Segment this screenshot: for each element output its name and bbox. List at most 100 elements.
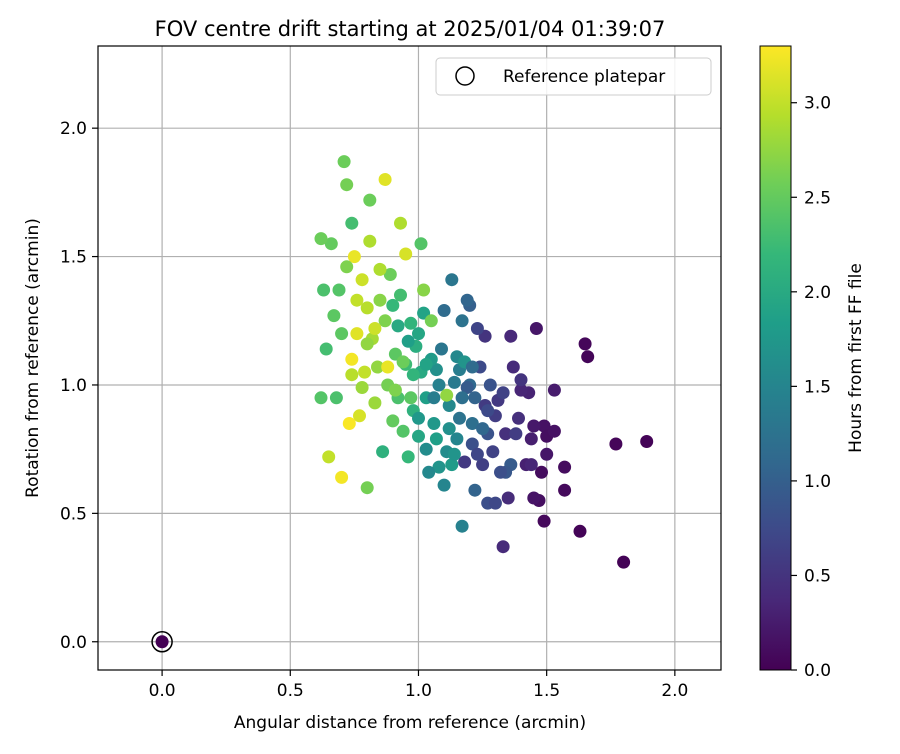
data-point xyxy=(345,352,359,366)
data-point xyxy=(447,447,461,461)
data-point xyxy=(529,322,543,335)
data-point xyxy=(573,524,587,538)
data-point xyxy=(406,368,420,382)
data-point xyxy=(340,178,354,192)
data-point xyxy=(609,437,623,451)
data-point xyxy=(524,432,538,446)
data-point xyxy=(355,381,369,394)
data-point xyxy=(394,288,407,302)
colorbar-tick-label: 1.0 xyxy=(804,472,831,492)
x-tick-label: 2.0 xyxy=(661,681,688,701)
data-point xyxy=(404,391,418,405)
y-axis-label: Rotation from reference (arcmin) xyxy=(23,218,43,498)
data-point xyxy=(412,327,425,341)
data-point xyxy=(460,381,474,394)
data-point xyxy=(340,260,354,274)
colorbar-tick-label: 2.0 xyxy=(804,283,831,303)
data-point xyxy=(412,411,425,425)
y-tick-label: 2.0 xyxy=(60,119,87,139)
data-point xyxy=(324,237,338,251)
x-tick-label: 0.0 xyxy=(149,681,176,701)
legend-box xyxy=(435,57,712,96)
data-point xyxy=(317,283,331,297)
data-point xyxy=(355,273,369,287)
data-point xyxy=(396,355,410,369)
data-point xyxy=(319,342,333,356)
x-tick-label: 0.5 xyxy=(277,681,304,701)
data-point xyxy=(470,447,484,461)
data-point xyxy=(350,327,364,341)
data-point xyxy=(514,383,528,397)
legend: Reference platepar xyxy=(435,57,712,96)
data-point xyxy=(360,337,374,351)
data-point xyxy=(358,365,372,379)
data-point xyxy=(345,368,359,382)
data-point xyxy=(476,422,490,436)
data-point xyxy=(445,458,459,472)
data-point xyxy=(378,314,392,328)
data-point xyxy=(581,350,595,364)
data-point xyxy=(314,232,328,246)
x-tick-label: 1.5 xyxy=(533,681,560,701)
data-point xyxy=(558,460,572,474)
data-point xyxy=(412,429,425,443)
data-point xyxy=(373,293,387,307)
data-point xyxy=(345,216,359,230)
data-point xyxy=(535,465,548,479)
data-point xyxy=(399,247,413,261)
data-point xyxy=(481,404,495,418)
data-point xyxy=(524,458,538,472)
legend-entry-label: Reference platepar xyxy=(503,67,665,87)
y-tick-label: 0.0 xyxy=(60,633,87,653)
data-point xyxy=(447,375,461,389)
data-point xyxy=(381,360,395,374)
data-point xyxy=(353,409,366,423)
legend-marker-icon xyxy=(455,66,475,86)
y-axis-ticks: 0.0 0.5 1.0 1.5 2.0 xyxy=(60,119,98,653)
reference-marker-group xyxy=(151,631,173,653)
y-tick-label: 1.5 xyxy=(60,248,87,268)
data-point xyxy=(360,301,374,315)
data-point xyxy=(368,396,382,410)
data-point xyxy=(496,386,510,400)
data-point xyxy=(494,465,507,479)
data-point xyxy=(540,447,554,461)
data-point xyxy=(368,322,382,335)
data-point xyxy=(465,360,479,374)
data-point xyxy=(383,268,397,281)
colorbar-tick-label: 1.5 xyxy=(804,377,831,397)
data-point xyxy=(547,383,561,397)
data-point xyxy=(537,419,551,433)
data-point xyxy=(460,293,474,307)
data-point xyxy=(547,424,561,438)
data-point xyxy=(427,391,441,405)
data-point xyxy=(360,481,374,495)
data-point xyxy=(432,460,446,474)
data-point xyxy=(501,491,515,505)
data-point xyxy=(578,337,592,351)
data-point xyxy=(363,193,377,207)
data-point xyxy=(427,417,441,430)
data-point xyxy=(417,283,431,297)
data-point xyxy=(455,519,469,533)
colorbar-label: Hours from first FF file xyxy=(846,263,866,453)
data-point xyxy=(465,417,479,430)
data-point xyxy=(442,422,456,436)
data-point xyxy=(488,496,502,510)
data-point xyxy=(640,435,654,448)
data-point xyxy=(617,555,631,569)
data-point xyxy=(322,450,336,464)
data-point xyxy=(455,314,469,328)
data-point xyxy=(514,373,528,387)
data-point xyxy=(455,391,469,405)
data-point xyxy=(512,411,525,425)
data-point xyxy=(414,237,428,251)
data-point xyxy=(332,283,346,297)
data-point xyxy=(422,465,436,479)
data-point xyxy=(465,437,479,451)
colorbar-tick-label: 0.0 xyxy=(804,661,831,681)
data-point xyxy=(509,427,523,441)
data-point xyxy=(350,293,364,307)
